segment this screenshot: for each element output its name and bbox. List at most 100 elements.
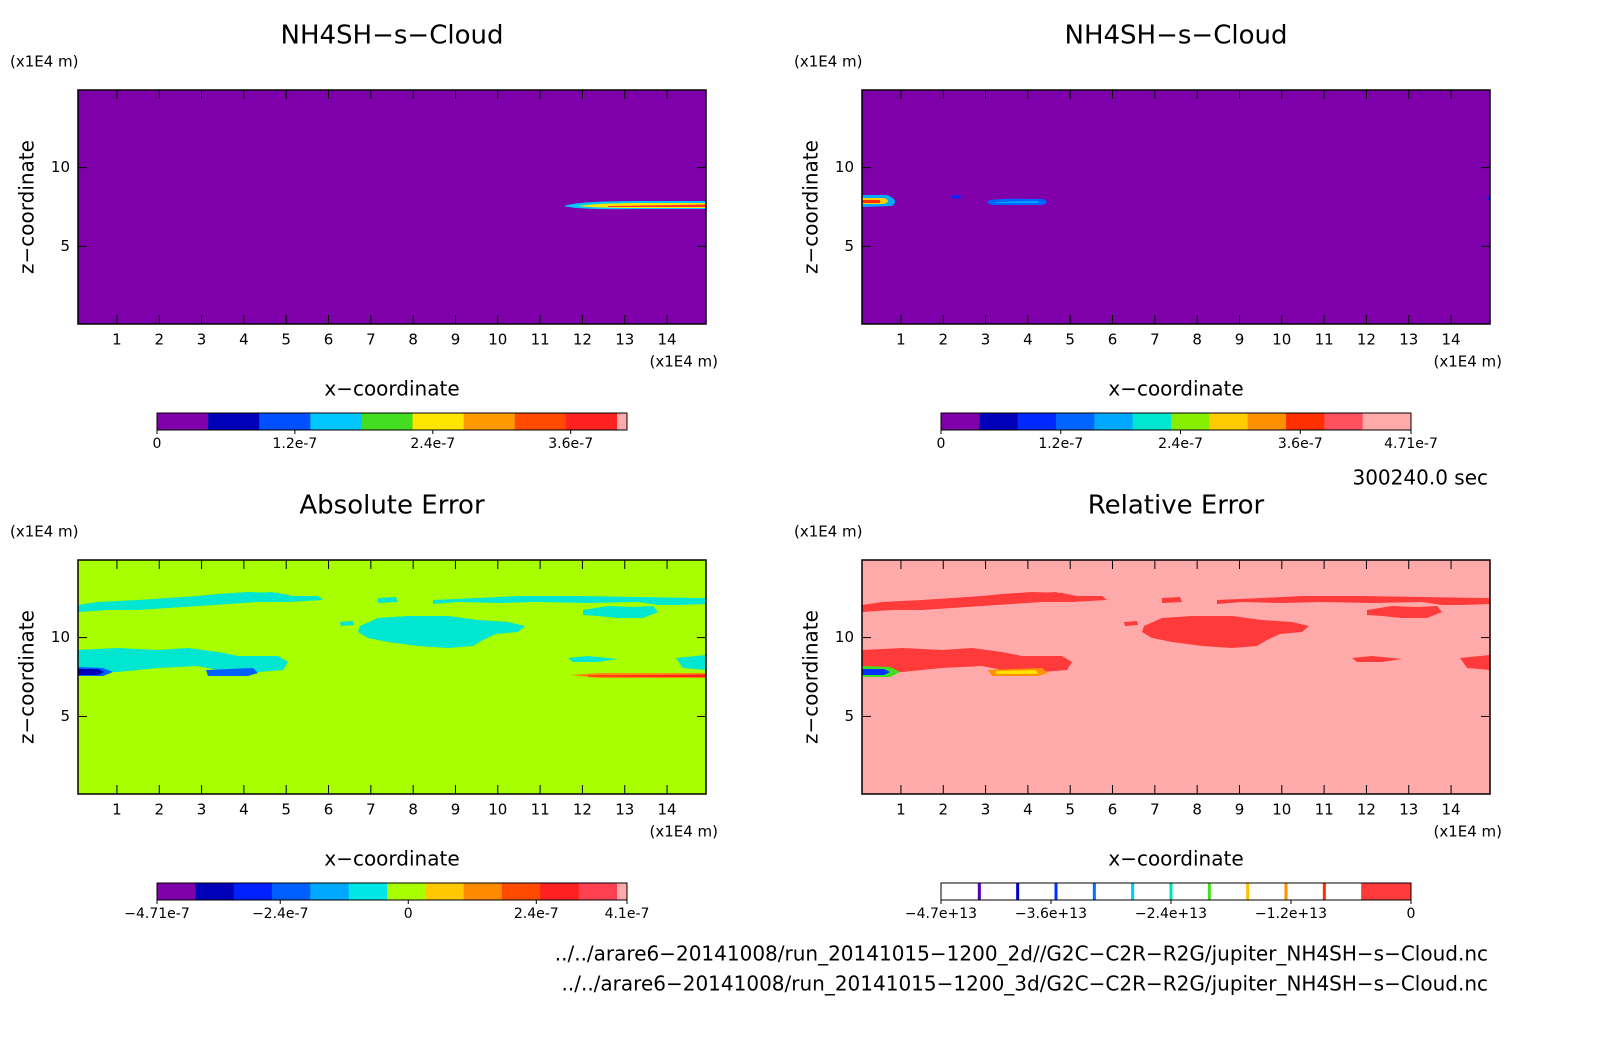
- colorbar-line: [1016, 883, 1020, 900]
- colorbar-segment: [1362, 413, 1402, 430]
- colorbar-segment: [979, 413, 1019, 430]
- x-tick-label: 1: [112, 801, 122, 819]
- colorbar-tick-label: 1.2e-7: [272, 436, 317, 452]
- x-tick-label: 1: [112, 331, 122, 349]
- colorbar-segment: [387, 883, 426, 900]
- colorbar-segment: [1209, 883, 1249, 900]
- x-tick-label: 8: [1192, 801, 1202, 819]
- colorbar-segment: [1401, 413, 1411, 430]
- x-unit: (x1E4 m): [649, 353, 718, 371]
- x-tick-label: 14: [658, 801, 677, 819]
- colorbar-segment: [157, 883, 196, 900]
- x-axis-label: x−coordinate: [324, 377, 459, 401]
- y-axis-label: z−coordinate: [799, 140, 823, 274]
- contour: [862, 669, 890, 675]
- y-tick-label: 10: [835, 628, 854, 646]
- contour: [583, 606, 658, 618]
- x-tick-label: 2: [154, 801, 164, 819]
- y-axis-label: z−coordinate: [15, 610, 39, 744]
- contour: [950, 195, 962, 199]
- x-tick-label: 2: [938, 331, 948, 349]
- colorbar-segment: [1324, 883, 1364, 900]
- colorbar-segment: [1017, 413, 1057, 430]
- x-unit: (x1E4 m): [1433, 823, 1502, 841]
- x-tick-label: 11: [1315, 801, 1334, 819]
- colorbar-segment: [979, 883, 1019, 900]
- colorbar-tick-label: 3.6e-7: [548, 436, 593, 452]
- contour: [1142, 616, 1309, 648]
- colorbar-tick-label: −2.4e-7: [252, 906, 309, 922]
- colorbar-segment: [1171, 413, 1210, 430]
- colorbar-segment: [1094, 883, 1134, 900]
- colorbar-segment: [310, 883, 350, 900]
- x-tick-label: 9: [1235, 801, 1245, 819]
- x-tick-label: 4: [239, 801, 249, 819]
- colorbar-segment: [565, 413, 618, 430]
- x-tick-label: 6: [1108, 801, 1118, 819]
- y-unit: (x1E4 m): [794, 53, 863, 71]
- x-tick-label: 14: [1442, 801, 1461, 819]
- colorbar-segment: [1247, 883, 1287, 900]
- contour: [608, 204, 706, 207]
- plot-frame: [77, 89, 707, 325]
- colorbar-segment: [1286, 883, 1325, 900]
- x-tick-label: 12: [573, 801, 592, 819]
- y-tick-label: 10: [51, 158, 70, 176]
- x-axis-label: x−coordinate: [1108, 847, 1243, 871]
- y-tick-label: 5: [844, 237, 854, 255]
- x-tick-label: 3: [981, 801, 991, 819]
- colorbar-segment: [1286, 413, 1325, 430]
- x-tick-label: 9: [451, 801, 461, 819]
- colorbar-segment: [1324, 413, 1364, 430]
- colorbar-tick-label: −2.4e+13: [1135, 906, 1207, 922]
- contour: [253, 592, 274, 598]
- y-tick-label: 5: [844, 707, 854, 725]
- x-tick-label: 6: [324, 331, 334, 349]
- colorbar-segment: [1247, 413, 1287, 430]
- x-tick-label: 10: [1272, 801, 1291, 819]
- contour: [78, 669, 104, 675]
- colorbar-segment: [195, 883, 235, 900]
- y-unit: (x1E4 m): [794, 523, 863, 541]
- colorbar-segment: [259, 413, 311, 430]
- plot-frame: [77, 559, 707, 795]
- x-tick-label: 11: [531, 331, 550, 349]
- contour: [588, 674, 706, 677]
- x-tick-label: 10: [488, 801, 507, 819]
- y-tick-label: 10: [835, 158, 854, 176]
- colorbar-frame: [156, 882, 628, 901]
- colorbar-tick-label: 3.6e-7: [1278, 436, 1323, 452]
- colorbar-tick-label: 1.2e-7: [1038, 436, 1083, 452]
- x-tick-label: 11: [531, 801, 550, 819]
- chart-title: Absolute Error: [299, 491, 485, 521]
- y-unit: (x1E4 m): [10, 523, 79, 541]
- field-background: [862, 90, 1490, 324]
- field-background: [862, 560, 1490, 794]
- x-tick-label: 3: [197, 331, 207, 349]
- colorbar-tick-label: 2.4e-7: [410, 436, 455, 452]
- field-panel: [862, 90, 1490, 324]
- x-axis-label: x−coordinate: [1108, 377, 1243, 401]
- colorbar-tick-label: 0: [153, 436, 162, 452]
- x-tick-label: 8: [1192, 331, 1202, 349]
- colorbar-segment: [1094, 413, 1134, 430]
- x-tick-label: 7: [366, 801, 376, 819]
- chart-title: NH4SH−s−Cloud: [281, 21, 504, 51]
- colorbar-segment: [1171, 883, 1210, 900]
- colorbar-line: [1246, 883, 1250, 900]
- x-tick-label: 3: [197, 801, 207, 819]
- colorbar-line: [1054, 883, 1058, 900]
- contour: [996, 670, 1038, 674]
- x-tick-label: 7: [366, 331, 376, 349]
- x-tick-label: 2: [938, 801, 948, 819]
- x-tick-label: 3: [981, 331, 991, 349]
- contour: [1460, 655, 1490, 670]
- colorbar-line: [977, 883, 981, 900]
- y-axis-label: z−coordinate: [799, 610, 823, 744]
- x-tick-label: 8: [408, 801, 418, 819]
- contour: [996, 201, 1038, 203]
- colorbar-tick-label: 0: [1407, 906, 1416, 922]
- colorbar-line: [1092, 883, 1096, 900]
- file-path: ../../arare6−20141008/run_20141015−1200_…: [562, 972, 1488, 996]
